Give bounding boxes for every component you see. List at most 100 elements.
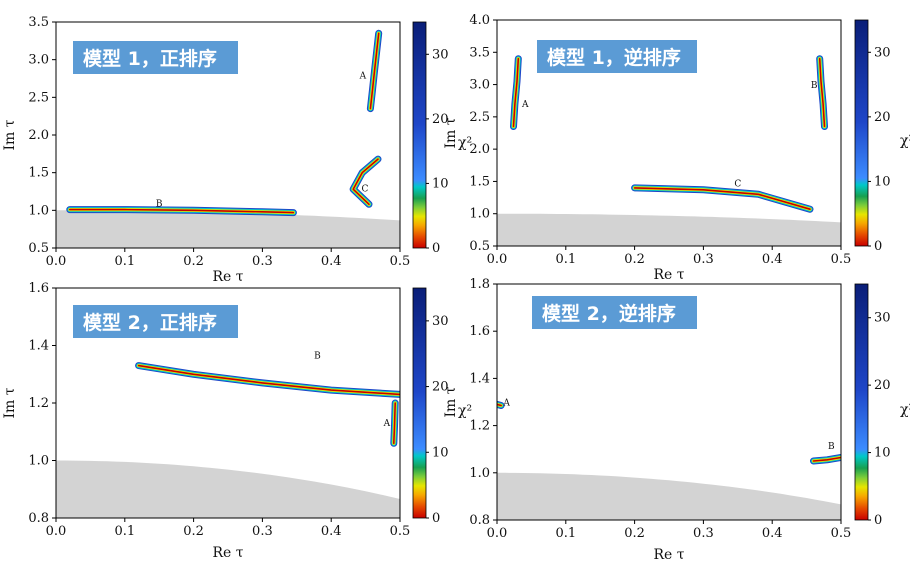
title-box bbox=[73, 305, 238, 338]
fundamental-domain-exclusion bbox=[56, 460, 400, 518]
colorbar bbox=[412, 287, 427, 519]
colorbar-tick-label: 0 bbox=[874, 513, 882, 528]
x-tick-label: 0.4 bbox=[762, 526, 783, 541]
y-axis-label: Im τ bbox=[2, 387, 18, 418]
fundamental-domain-exclusion bbox=[497, 472, 841, 520]
x-tick-label: 0.5 bbox=[390, 524, 411, 539]
y-tick-label: 1.5 bbox=[28, 166, 49, 181]
y-tick-label: 4.0 bbox=[469, 13, 490, 28]
x-tick-label: 0.0 bbox=[487, 252, 508, 267]
region-B-band-3 bbox=[818, 57, 826, 128]
region-label-A: A bbox=[521, 100, 529, 110]
colorbar-tick-label: 10 bbox=[432, 445, 449, 460]
y-tick-label: 3.0 bbox=[469, 78, 490, 93]
y-tick-label: 2.5 bbox=[28, 90, 49, 105]
x-axis-label: Re τ bbox=[653, 547, 684, 563]
region-label-C: C bbox=[361, 185, 368, 195]
plot-area bbox=[56, 29, 400, 248]
x-tick-label: 0.1 bbox=[114, 254, 135, 269]
y-tick-label: 3.5 bbox=[28, 15, 49, 30]
colorbar-tick-label: 0 bbox=[874, 239, 882, 254]
panel-model2-normal-ordering: B A 0.0 0.1 0.2 0.3 0.4 0.5 0.8 1.0 1.2 1.4 1.6 Re τ I… bbox=[2, 281, 472, 561]
region-label-A: A bbox=[359, 72, 367, 82]
chart-title: 模型 1，逆排序 bbox=[547, 46, 681, 69]
x-tick-label: 0.0 bbox=[46, 524, 67, 539]
x-tick-label: 0.2 bbox=[624, 252, 645, 267]
colorbar-label: χ² bbox=[458, 403, 472, 419]
colorbar bbox=[854, 19, 869, 247]
x-tick-label: 0.3 bbox=[693, 252, 714, 267]
region-B-band-3 bbox=[812, 456, 841, 462]
colorbar-tick-label: 0 bbox=[432, 511, 440, 526]
x-tick-label: 0.3 bbox=[252, 524, 273, 539]
colorbar-tick-label: 20 bbox=[874, 378, 891, 393]
fundamental-domain-exclusion bbox=[497, 213, 841, 246]
x-axis-label: Re τ bbox=[653, 267, 684, 283]
y-axis-label: Im τ bbox=[443, 386, 459, 417]
region-label-C: C bbox=[734, 180, 741, 190]
region-A-band-3 bbox=[392, 402, 397, 445]
chart-title: 模型 2，正排序 bbox=[83, 311, 217, 334]
region-A-band-3 bbox=[369, 32, 380, 110]
region-label-B: B bbox=[156, 200, 163, 210]
axes-frame bbox=[496, 19, 842, 247]
colorbar-tick-label: 10 bbox=[874, 446, 891, 461]
chart-title: 模型 2，逆排序 bbox=[542, 302, 676, 325]
chart-title: 模型 1，正排序 bbox=[83, 47, 217, 70]
colorbar-tick-label: 30 bbox=[432, 47, 449, 62]
panel-model2-inverted-ordering: A B 0.0 0.1 0.2 0.3 0.4 0.5 0.8 1.0 1.2 1.4 1.6 1.8 Re… bbox=[443, 277, 910, 563]
colorbar-label: χ² bbox=[900, 133, 910, 149]
y-tick-label: 1.2 bbox=[469, 419, 490, 434]
panel-model1-normal-ordering: A B C 0.0 0.1 0.2 0.3 0.4 0.5 0.5 1.0 1.5 2.0 2.5 3.0 3… bbox=[2, 15, 472, 285]
colorbar-tick-label: 20 bbox=[432, 380, 449, 395]
x-tick-label: 0.2 bbox=[624, 526, 645, 541]
x-tick-label: 0.1 bbox=[555, 526, 576, 541]
colorbar-tick-label: 30 bbox=[874, 45, 891, 60]
y-tick-label: 1.2 bbox=[28, 396, 49, 411]
colorbar bbox=[412, 21, 427, 249]
panel-model1-inverted-ordering: A B C 0.0 0.1 0.2 0.3 0.4 0.5 0.5 1.0 1.5 2.0 2.5 3.0 3… bbox=[443, 13, 910, 283]
x-tick-label: 0.5 bbox=[390, 254, 411, 269]
region-B-band-3 bbox=[137, 364, 400, 396]
fundamental-domain-exclusion bbox=[56, 210, 400, 248]
colorbar bbox=[854, 283, 869, 521]
y-tick-label: 2.0 bbox=[469, 142, 490, 157]
y-tick-label: 2.0 bbox=[28, 128, 49, 143]
y-tick-label: 3.5 bbox=[469, 45, 490, 60]
colorbar-tick-label: 10 bbox=[874, 174, 891, 189]
x-tick-label: 0.0 bbox=[46, 254, 67, 269]
region-B-band-1 bbox=[136, 363, 400, 397]
colorbar-label: χ² bbox=[900, 402, 910, 418]
y-tick-label: 1.0 bbox=[469, 207, 490, 222]
y-tick-label: 0.5 bbox=[469, 239, 490, 254]
axes-frame bbox=[496, 283, 842, 521]
y-tick-label: 1.5 bbox=[469, 174, 490, 189]
x-tick-label: 0.3 bbox=[693, 526, 714, 541]
title-box bbox=[537, 40, 697, 73]
x-tick-label: 0.2 bbox=[183, 254, 204, 269]
x-tick-label: 0.4 bbox=[321, 254, 342, 269]
x-tick-label: 0.0 bbox=[487, 526, 508, 541]
region-A-band-3 bbox=[512, 57, 520, 128]
title-box bbox=[532, 296, 697, 329]
plot-area bbox=[497, 55, 841, 246]
colorbar-label: χ² bbox=[458, 135, 472, 151]
x-tick-label: 0.3 bbox=[252, 254, 273, 269]
colorbar-tick-label: 0 bbox=[432, 241, 440, 256]
x-axis-label: Re τ bbox=[212, 269, 243, 285]
region-C-band-3 bbox=[352, 158, 379, 206]
y-tick-label: 0.8 bbox=[469, 513, 490, 528]
colorbar-tick-label: 20 bbox=[432, 112, 449, 127]
y-tick-label: 0.5 bbox=[28, 241, 49, 256]
x-tick-label: 0.2 bbox=[183, 524, 204, 539]
colorbar-tick-label: 10 bbox=[432, 176, 449, 191]
x-tick-label: 0.4 bbox=[762, 252, 783, 267]
x-tick-label: 0.1 bbox=[555, 252, 576, 267]
y-axis-label: Im τ bbox=[2, 119, 18, 150]
x-tick-label: 0.5 bbox=[831, 252, 852, 267]
x-tick-label: 0.5 bbox=[831, 526, 852, 541]
region-label-B: B bbox=[314, 351, 321, 361]
y-tick-label: 0.8 bbox=[28, 511, 49, 526]
title-box bbox=[73, 41, 238, 74]
